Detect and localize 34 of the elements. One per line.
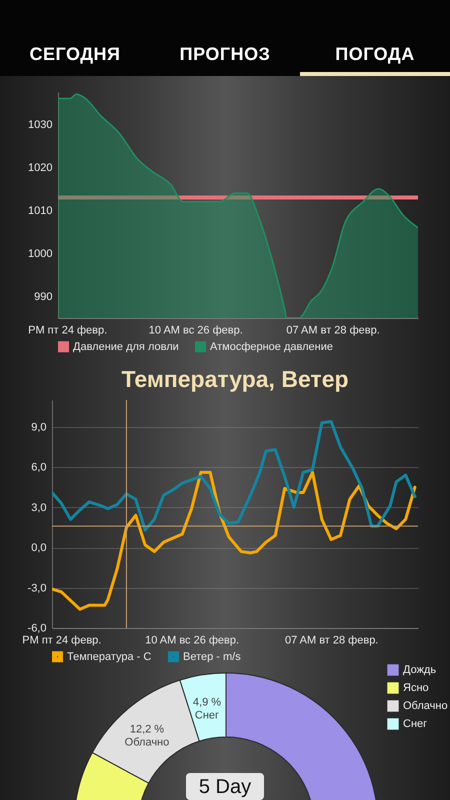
x-tick-label: 07 AM вт 28 февр. <box>284 634 378 646</box>
text: ПРОГНОЗ <box>178 43 272 66</box>
data-label: 12,2 % <box>130 723 164 736</box>
legend-label: Ясно <box>403 682 429 694</box>
y-tick-label: 0,0 <box>31 542 46 554</box>
y-tick-label: -6,0 <box>28 622 46 634</box>
legend-label: Дождь <box>403 664 436 676</box>
y-tick-label: 1010 <box>28 204 52 217</box>
y-tick-label: 1030 <box>28 118 52 131</box>
text: 5 Day <box>186 773 264 800</box>
x-tick-label: 10 AM вс 26 февр. <box>145 634 240 646</box>
y-tick-label: -3,0 <box>28 582 46 594</box>
y-tick-label: 1020 <box>28 162 52 174</box>
legend-label: Температура - C <box>67 650 152 663</box>
legend-label: Снег <box>403 718 428 730</box>
text: ПОГОДА <box>334 43 416 66</box>
y-tick-label: 6,0 <box>31 462 46 474</box>
legend-label: Атмосферное давление <box>210 340 333 353</box>
slice-label: Снег <box>194 709 220 722</box>
text: СЕГОДНЯ <box>28 43 122 66</box>
x-tick-label: PM пт 24 февр. <box>22 634 102 646</box>
y-tick-label: 9,0 <box>31 421 46 434</box>
legend-label: Ветер - m/s <box>183 650 242 663</box>
slice-label: Облачно <box>124 736 170 748</box>
x-tick-label: PM пт 24 февр. <box>28 324 108 336</box>
data-label: 4,9 % <box>192 696 222 708</box>
y-tick-label: 1000 <box>28 248 52 260</box>
legend-label: Облачно <box>403 700 448 712</box>
x-tick-label: 07 AM вт 28 февр. <box>286 324 380 336</box>
legend-label: Давление для ловли <box>73 340 179 353</box>
x-tick-label: 10 AM вс 26 февр. <box>148 324 243 336</box>
y-tick-label: 3,0 <box>31 502 46 514</box>
chart-title: Температура, Ветер <box>121 366 349 392</box>
y-tick-label: 990 <box>34 290 52 303</box>
